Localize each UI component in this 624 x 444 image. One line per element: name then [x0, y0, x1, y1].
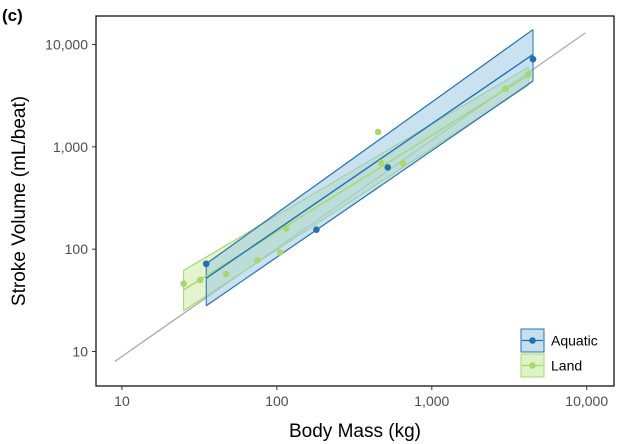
- land-point-11: [525, 71, 532, 78]
- panel-label: (c): [2, 6, 23, 25]
- aquatic-ci-band: [206, 29, 533, 306]
- land-point-3: [222, 270, 230, 278]
- land-point-9: [399, 160, 407, 167]
- y-tick-label: 10,000: [45, 37, 88, 53]
- land-point-1: [180, 280, 187, 287]
- axes: 10 100 1,000 10,000 10 100 1,000 10,000: [45, 37, 608, 409]
- x-tick-label: 10,000: [565, 393, 608, 409]
- land-point-2: [196, 276, 204, 284]
- aquatic-ci-upper: [205, 29, 534, 265]
- y-tick-label: 10: [72, 343, 88, 359]
- y-axis-title: Stroke Volume (mL/beat): [9, 96, 30, 306]
- x-axis-title: Body Mass (kg): [289, 421, 421, 442]
- aquatic-ci-lower: [205, 80, 534, 307]
- land-point-10: [502, 85, 510, 93]
- land-point-5: [276, 249, 284, 256]
- land-point-7: [374, 128, 382, 136]
- x-tick-label: 1,000: [414, 393, 449, 409]
- aquatic-point-3: [384, 164, 392, 171]
- legend: Aquatic Land: [520, 328, 598, 378]
- panel-border: [95, 15, 615, 387]
- y-tick-label: 1,000: [53, 139, 88, 155]
- land-point-6: [282, 224, 290, 232]
- legend-label-land: Land: [551, 358, 582, 374]
- legend-label-aquatic: Aquatic: [551, 333, 598, 349]
- x-tick-label: 100: [265, 393, 289, 409]
- x-tick-label: 10: [114, 393, 130, 409]
- legend-key-point-land: [529, 362, 536, 369]
- aquatic-point-2: [313, 226, 320, 233]
- plot-area: [114, 29, 586, 362]
- legend-key-point-aquatic: [529, 337, 536, 344]
- aquatic-fit-line: [205, 53, 534, 279]
- y-tick-label: 100: [65, 241, 89, 257]
- aquatic-point-1: [202, 260, 210, 268]
- land-point-4: [254, 256, 261, 264]
- land-point-8: [377, 159, 385, 166]
- aquatic-point-4: [529, 55, 537, 63]
